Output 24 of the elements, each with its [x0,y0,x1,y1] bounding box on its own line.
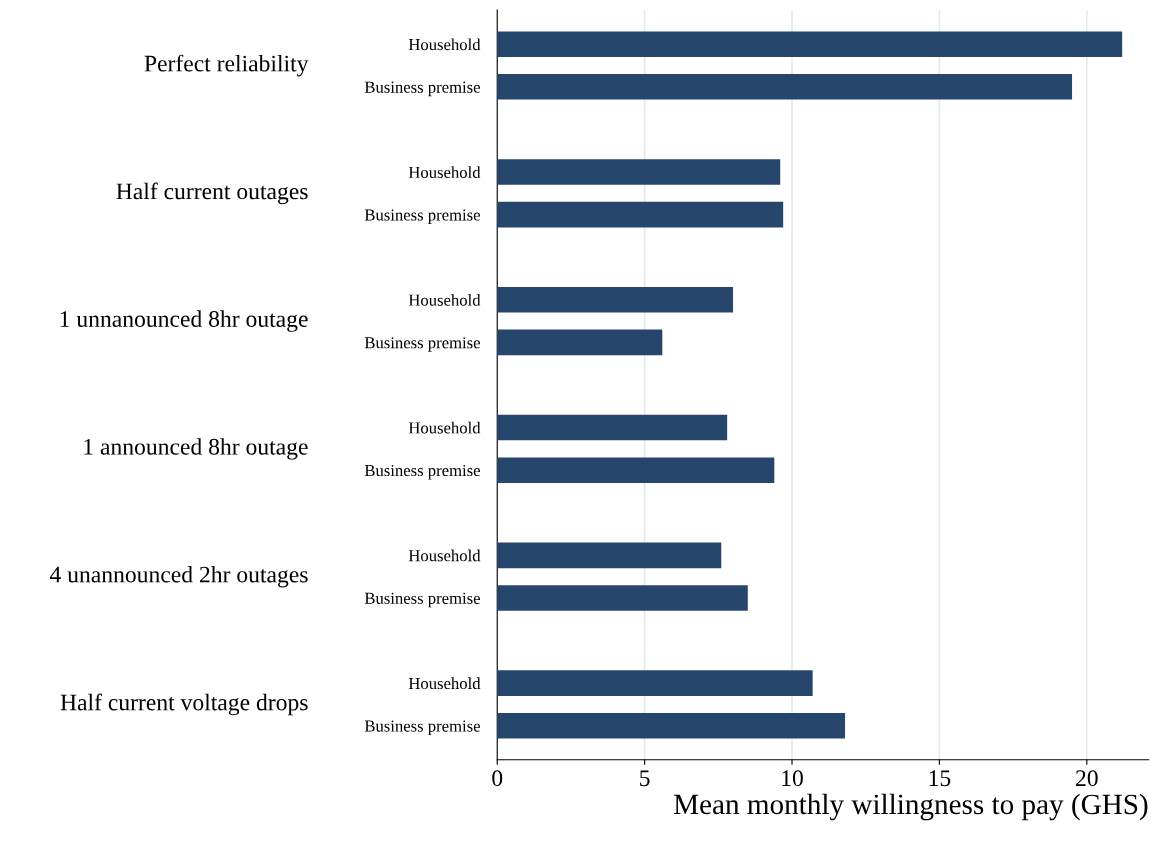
text: 4 unannounced 2hr outages [49,565,308,588]
x-tick-label: 20 [1076,770,1098,787]
x-tick-label: 15 [929,770,951,787]
y-tick-label: Business premise [364,209,480,224]
y-tick-label: Household [408,166,481,178]
x-tick-label: 5 [640,770,650,787]
y-tick-label: Business premise [364,592,480,608]
x-tick-label: 10 [782,770,803,787]
y-tick-label: Household [408,294,481,306]
x-tick-label: 0 [492,770,503,787]
y-tick-label: Business premise [364,720,480,736]
y-tick-label: Business premise [364,81,480,97]
text: Perfect reliability [144,54,309,77]
y-tick-label: Household [408,677,481,690]
y-tick-label: Business premise [364,337,480,352]
text: 1 unnanounced 8hr outage [60,310,308,332]
y-tick-label: Household [408,421,481,434]
y-tick-label: Business premise [364,464,480,480]
text: Half current outages [116,182,308,205]
y-tick-label: Household [408,38,481,51]
text: Half current voltage drops [60,693,308,716]
x-axis-title: Mean monthly willingness to pay (GHS) [673,793,1148,821]
y-tick-label: Household [408,549,481,562]
text: 1 announced 8hr outage [84,438,308,460]
